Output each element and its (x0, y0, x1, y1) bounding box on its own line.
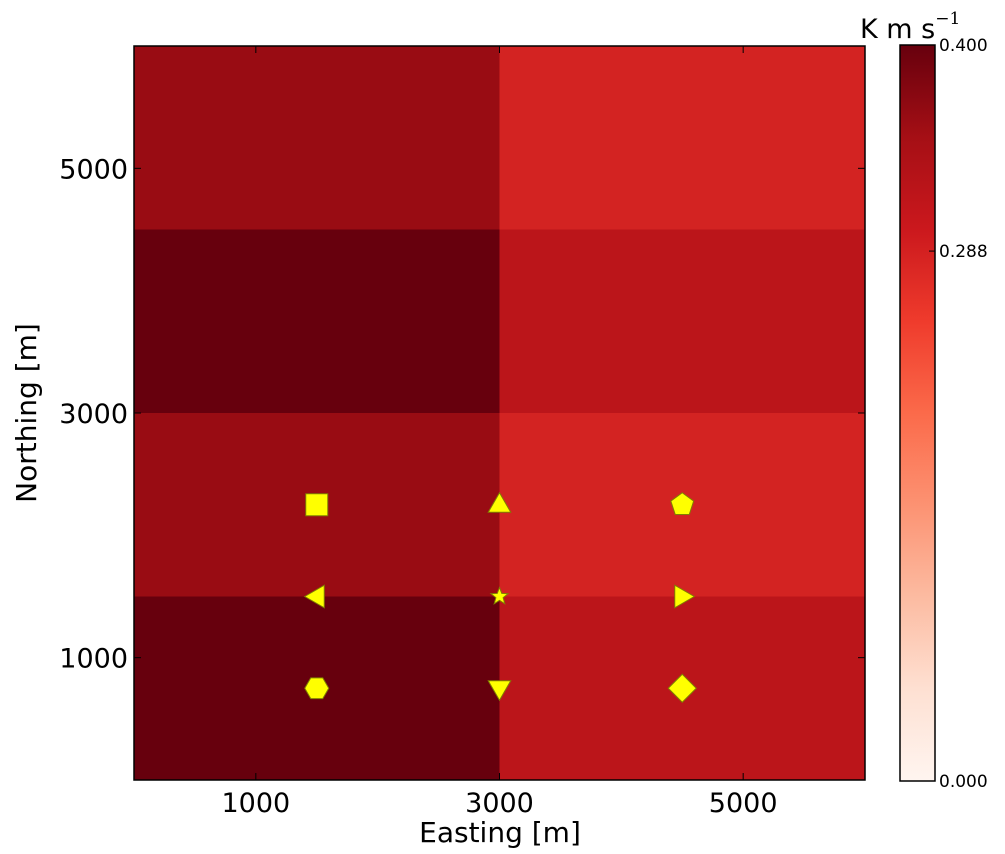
colorbar-unit-label: K m s−1 (860, 9, 960, 45)
colorbar-tick-label: 0.400 (939, 36, 988, 56)
colorbar: 0.000 0.288 0.400 K m s−1 (860, 9, 988, 792)
marker-star (489, 586, 510, 605)
marker-triangle-left (303, 584, 325, 609)
y-tick-label: 5000 (59, 154, 128, 185)
heatmap-cell (499, 46, 865, 230)
colorbar-unit: K m s (860, 14, 935, 45)
marker-diamond (667, 673, 697, 703)
marker-triangle-down (487, 680, 512, 702)
x-tick-label: 5000 (709, 788, 778, 819)
y-axis-label: Northing [m] (10, 323, 43, 503)
marker-pentagon (670, 492, 695, 515)
x-axis-label: Easting [m] (419, 816, 581, 849)
y-axis-ticks: 1000 3000 5000 (59, 154, 865, 675)
x-tick-label: 3000 (465, 788, 534, 819)
colorbar-ticks: 0.000 0.288 0.400 (929, 36, 988, 792)
marker-triangle-up (487, 491, 512, 513)
heatmap-cell (134, 46, 500, 230)
colorbar-gradient (899, 44, 936, 782)
y-tick-label: 1000 (59, 644, 128, 675)
heatmap-cell (499, 229, 865, 413)
x-tick-label: 1000 (221, 788, 290, 819)
heatmap-cell (134, 229, 500, 413)
marker-triangle-right (674, 584, 696, 609)
heatmap-cells (134, 46, 865, 780)
colorbar-tick-label: 0.288 (939, 242, 988, 262)
station-markers (303, 491, 697, 703)
x-axis-ticks: 1000 3000 5000 (221, 46, 778, 819)
marker-square (305, 493, 329, 517)
colorbar-unit-exponent: −1 (935, 9, 960, 29)
marker-hexagon (304, 677, 330, 700)
colorbar-tick-label: 0.000 (939, 772, 988, 792)
y-tick-label: 3000 (59, 399, 128, 430)
